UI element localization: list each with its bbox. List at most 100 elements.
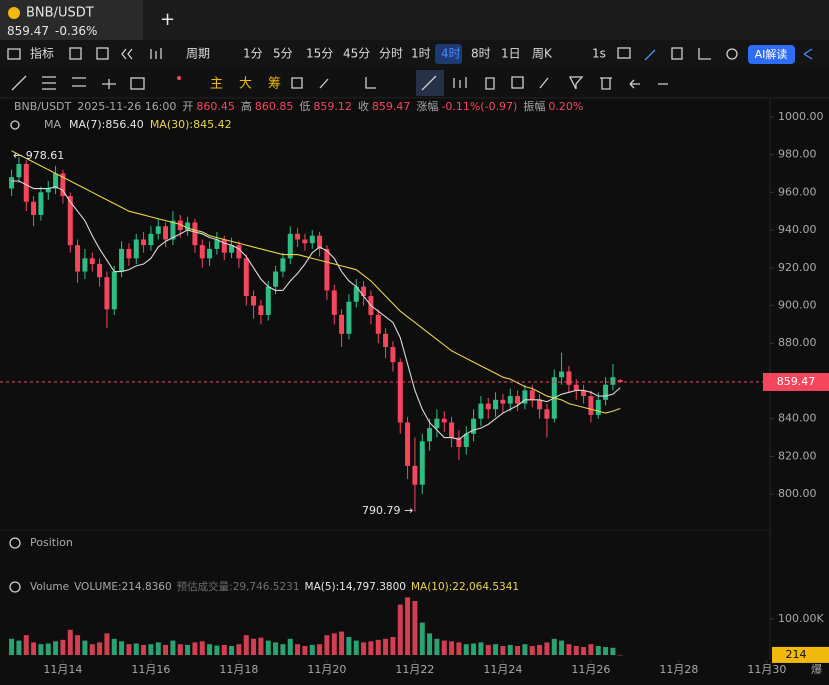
candle-body xyxy=(258,305,264,315)
candle-body xyxy=(361,286,367,297)
settings-icon xyxy=(726,48,738,60)
volume-bar xyxy=(243,635,249,655)
volume-bar xyxy=(463,644,469,655)
vol-label: Volume xyxy=(30,581,69,593)
eye-icon xyxy=(10,120,20,130)
info-line: BNB/USDT 2025-11-26 16:00 开 860.45 高 860.85 低 8… xyxy=(14,99,583,113)
period[interactable]: 周期 xyxy=(186,47,210,61)
x-tick-label: 11月14 xyxy=(43,663,82,676)
ma7-legend: MA(7):856.40 xyxy=(69,118,144,131)
extra[interactable]: 爆 xyxy=(811,662,822,676)
volume-bar xyxy=(67,629,73,655)
candle-body xyxy=(177,220,183,231)
add-tab[interactable]: + xyxy=(160,9,175,30)
candle-body xyxy=(207,248,213,259)
volume-bar xyxy=(177,644,183,655)
candle-body xyxy=(566,371,572,385)
candle-body xyxy=(119,248,125,272)
icon xyxy=(130,77,145,90)
tool[interactable]: 筹 xyxy=(268,76,281,92)
interval[interactable]: 1时 xyxy=(411,47,431,61)
candle-body xyxy=(229,245,235,253)
x-tick-label: 11月22 xyxy=(395,663,434,676)
x-tick-label: 11月16 xyxy=(131,663,170,676)
volume-bar xyxy=(82,640,88,655)
info-value: 859.47 xyxy=(372,100,411,113)
volume-bar xyxy=(603,647,609,655)
volume-bar xyxy=(544,642,550,655)
interval[interactable]: 周K xyxy=(532,47,553,61)
tab-price: 859.47 -0.36% xyxy=(7,24,97,38)
y-tick-label: 820.00 xyxy=(778,449,817,462)
icon xyxy=(96,47,109,60)
volume-bar xyxy=(537,644,543,655)
volume-bar xyxy=(346,636,352,655)
volume-bar xyxy=(287,638,293,655)
volume-bar xyxy=(60,639,66,655)
candle-body xyxy=(427,428,433,442)
volume-bar xyxy=(441,640,447,655)
candle-body xyxy=(287,233,293,259)
candle-body xyxy=(331,290,337,315)
ai-button[interactable] xyxy=(748,45,795,64)
volume-bar xyxy=(493,644,499,655)
x-tick-label: 11月24 xyxy=(483,663,522,676)
candle-body xyxy=(31,201,37,215)
volume-bar xyxy=(588,644,594,655)
volume-bar xyxy=(236,644,242,655)
info-key: 收 xyxy=(358,99,369,113)
candle-body xyxy=(104,277,110,310)
volume-bar xyxy=(273,642,279,655)
volume-bar xyxy=(375,639,381,655)
icon xyxy=(121,48,133,60)
volume-bar xyxy=(485,644,491,655)
interval[interactable]: 45分 xyxy=(343,47,370,61)
speed[interactable]: 1s xyxy=(592,47,606,61)
candle-body xyxy=(192,222,198,246)
icon xyxy=(698,48,711,60)
active-tab[interactable] xyxy=(0,0,143,40)
candle-body xyxy=(67,196,73,246)
volume-bar xyxy=(295,644,301,655)
tool[interactable]: 大 xyxy=(239,77,252,92)
candle-body xyxy=(141,239,147,246)
interval[interactable]: 1日 xyxy=(501,47,521,61)
candle-body xyxy=(53,173,59,189)
active-tool[interactable] xyxy=(416,70,444,96)
interval[interactable]: 4时 xyxy=(441,47,461,61)
interval[interactable]: 5分 xyxy=(273,47,293,61)
candle-body xyxy=(493,399,499,410)
y-tick-label: 940.00 xyxy=(778,223,817,236)
volume-bar xyxy=(515,645,521,655)
volume-bar xyxy=(141,644,147,655)
candle-body xyxy=(434,418,440,429)
volume-bar xyxy=(397,604,403,655)
interval[interactable]: 分时 xyxy=(379,47,403,61)
icons xyxy=(291,77,376,89)
candle-body xyxy=(16,164,22,178)
interval[interactable]: 15分 xyxy=(306,47,333,61)
volume-bar xyxy=(573,645,579,655)
candle-body xyxy=(471,418,477,434)
candle-body xyxy=(38,192,44,215)
volume-bar xyxy=(199,641,205,655)
candle-body xyxy=(375,314,381,334)
indicator[interactable]: 指标 xyxy=(30,46,54,61)
candle-body xyxy=(155,226,161,234)
info-value: 0.20% xyxy=(548,100,583,113)
volume-bar xyxy=(185,644,191,655)
candle-body xyxy=(353,286,359,302)
x-tick-label: 11月18 xyxy=(219,663,258,676)
interval[interactable]: 1分 xyxy=(243,47,263,61)
candle-body xyxy=(221,239,227,253)
position[interactable]: Position xyxy=(30,536,73,549)
volume-bar xyxy=(449,641,455,655)
tool[interactable]: 主 xyxy=(210,77,223,92)
volume-bar xyxy=(214,645,220,655)
volume-bar xyxy=(89,644,95,655)
interval[interactable]: 8时 xyxy=(471,47,491,61)
icon xyxy=(150,48,162,59)
y-tick-label: 900.00 xyxy=(778,299,817,312)
y-tick-label: 840.00 xyxy=(778,412,817,425)
y-tick-label: 880.00 xyxy=(778,336,817,349)
